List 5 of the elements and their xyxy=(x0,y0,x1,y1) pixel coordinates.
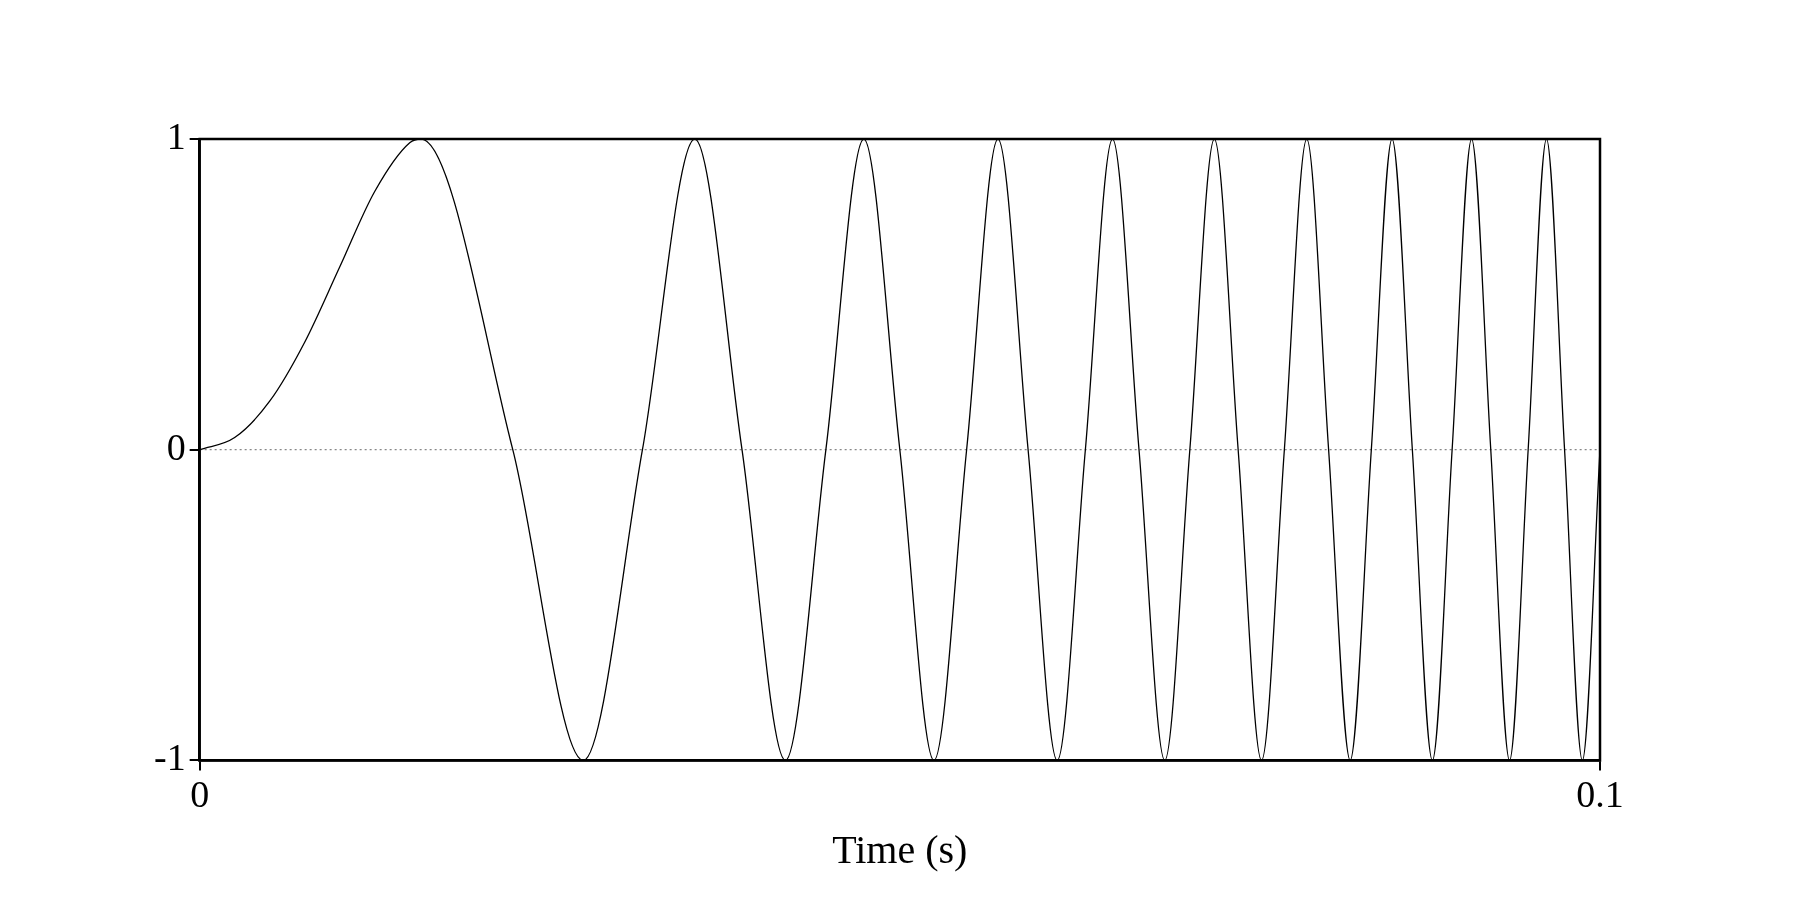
x-tick-label: 0.1 xyxy=(1576,773,1624,816)
y-tick-label: 0 xyxy=(166,425,186,468)
x-axis-title: Time (s) xyxy=(832,826,968,872)
y-tick-label: -1 xyxy=(154,736,186,779)
y-tick-label: 1 xyxy=(166,114,186,157)
